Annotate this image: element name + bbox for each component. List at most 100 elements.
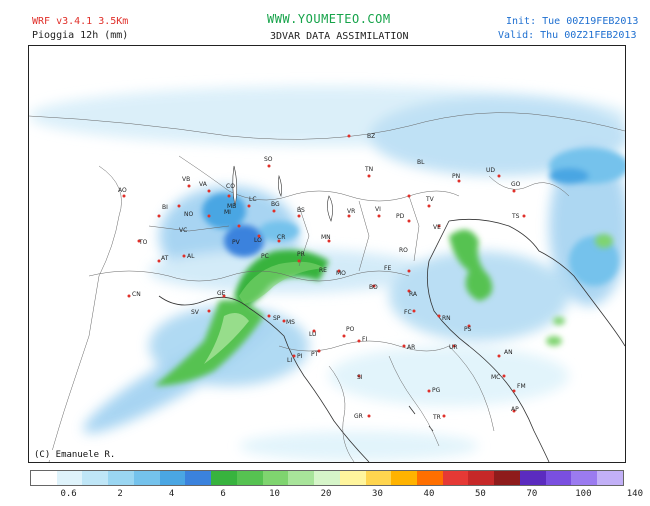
map-canvas: AO VB VA CO SO LC BG BS TN BZ BL PN UD G… xyxy=(29,86,625,462)
city-label: GE xyxy=(217,290,226,297)
city-label: AL xyxy=(187,253,195,260)
city-label: LI xyxy=(287,357,292,364)
city-label: SO xyxy=(264,156,273,163)
city-label: LC xyxy=(249,196,257,203)
city-label: TO xyxy=(138,239,148,246)
city-label: RO xyxy=(399,247,408,254)
city-label: RN xyxy=(442,315,451,322)
color-scale-tick-label: 70 xyxy=(526,489,538,499)
city-label: AO xyxy=(118,187,127,194)
city-label: VR xyxy=(347,208,355,215)
city-label: VI xyxy=(375,206,381,213)
city-label: GR xyxy=(354,413,363,420)
color-scale-tick-label: 100 xyxy=(575,489,592,499)
city-label: PN xyxy=(452,173,460,180)
city-label: SP xyxy=(273,315,281,322)
precipitation-map: AO VB VA CO SO LC BG BS TN BZ BL PN UD G… xyxy=(28,45,626,463)
color-scale-tick-label: 20 xyxy=(320,489,332,499)
color-scale-tick-label: 30 xyxy=(372,489,383,499)
color-swatch xyxy=(468,471,495,485)
city-label: PR xyxy=(297,251,305,258)
color-swatch xyxy=(82,471,109,485)
city-markers xyxy=(122,134,526,418)
color-swatch xyxy=(519,471,546,485)
color-swatch xyxy=(185,471,212,485)
color-swatch xyxy=(262,471,289,485)
city-label: TS xyxy=(511,213,520,220)
lakes xyxy=(232,165,333,222)
city-label: PV xyxy=(232,239,241,246)
region-borders xyxy=(29,112,625,462)
city-label: BO xyxy=(369,284,378,291)
city-label: PC xyxy=(261,253,269,260)
city-label: FE xyxy=(384,265,391,272)
city-label: LU xyxy=(309,331,316,338)
color-swatch xyxy=(442,471,469,485)
color-swatch xyxy=(133,471,160,485)
city-label: CO xyxy=(226,183,235,190)
credit-label: (C) Emanuele R. xyxy=(32,450,118,460)
valid-time: Valid: Thu 00Z21FEB2013 xyxy=(498,30,637,41)
city-label: PD xyxy=(396,213,405,220)
city-label: MC xyxy=(491,374,500,381)
city-label: BG xyxy=(271,201,280,208)
city-label: MI xyxy=(224,209,231,216)
color-scale-tick-label: 6 xyxy=(220,489,226,499)
city-label: SI xyxy=(357,374,363,381)
color-scale-tick-label: 140 xyxy=(626,489,643,499)
color-swatch xyxy=(288,471,315,485)
city-label: CN xyxy=(132,291,141,298)
city-label: SV xyxy=(191,309,200,316)
color-swatch xyxy=(571,471,598,485)
city-label: CR xyxy=(277,234,285,241)
color-swatch xyxy=(56,471,83,485)
city-label: LO xyxy=(254,237,262,244)
color-swatch xyxy=(545,471,572,485)
city-label: RE xyxy=(319,267,327,274)
city-label: RA xyxy=(409,291,418,298)
city-label: UR xyxy=(449,344,458,351)
color-swatch xyxy=(597,471,623,485)
city-label: BZ xyxy=(367,133,375,140)
color-swatch xyxy=(494,471,520,485)
city-label: BL xyxy=(417,159,425,166)
city-label: AT xyxy=(161,255,169,262)
city-label: AP xyxy=(511,406,519,413)
city-label: TN xyxy=(364,166,373,173)
website-title[interactable]: WWW.YOUMETEO.COM xyxy=(267,12,391,26)
city-label: VE xyxy=(433,224,441,231)
city-label: MO xyxy=(336,270,346,277)
variable-label: Pioggia 12h (mm) xyxy=(32,30,129,41)
color-scale-tick-label: 10 xyxy=(269,489,280,499)
city-label: FM xyxy=(517,383,526,390)
color-swatch xyxy=(31,471,57,485)
city-label: AR xyxy=(407,344,415,351)
color-swatch xyxy=(211,471,237,485)
city-labels: AO VB VA CO SO LC BG BS TN BZ BL PN UD G… xyxy=(118,133,526,421)
color-swatch xyxy=(159,471,186,485)
color-swatch xyxy=(417,471,443,485)
init-time: Init: Tue 00Z19FEB2013 xyxy=(506,16,639,27)
city-label: TR xyxy=(432,414,441,421)
color-swatch xyxy=(108,471,134,485)
color-swatch xyxy=(365,471,392,485)
light-rain-layer xyxy=(29,86,625,461)
city-label: GO xyxy=(511,181,521,188)
coastlines xyxy=(158,218,625,462)
color-scale-tick-label: 4 xyxy=(168,489,175,499)
city-label: MB xyxy=(227,203,236,210)
city-label: PS xyxy=(464,326,472,333)
assimilation-label: 3DVAR DATA ASSIMILATION xyxy=(270,31,409,42)
color-swatch xyxy=(339,471,366,485)
color-scale-tick-label: 2 xyxy=(117,489,123,499)
city-label: VB xyxy=(182,176,190,183)
color-swatch xyxy=(236,471,263,485)
city-label: MS xyxy=(286,319,295,326)
city-label: PG xyxy=(432,387,441,394)
city-label: VC xyxy=(179,227,187,234)
city-label: TV xyxy=(425,196,435,203)
city-label: BS xyxy=(297,207,305,214)
color-scale-bar xyxy=(30,470,624,486)
city-label: UD xyxy=(486,167,495,174)
city-label: AN xyxy=(504,349,513,356)
